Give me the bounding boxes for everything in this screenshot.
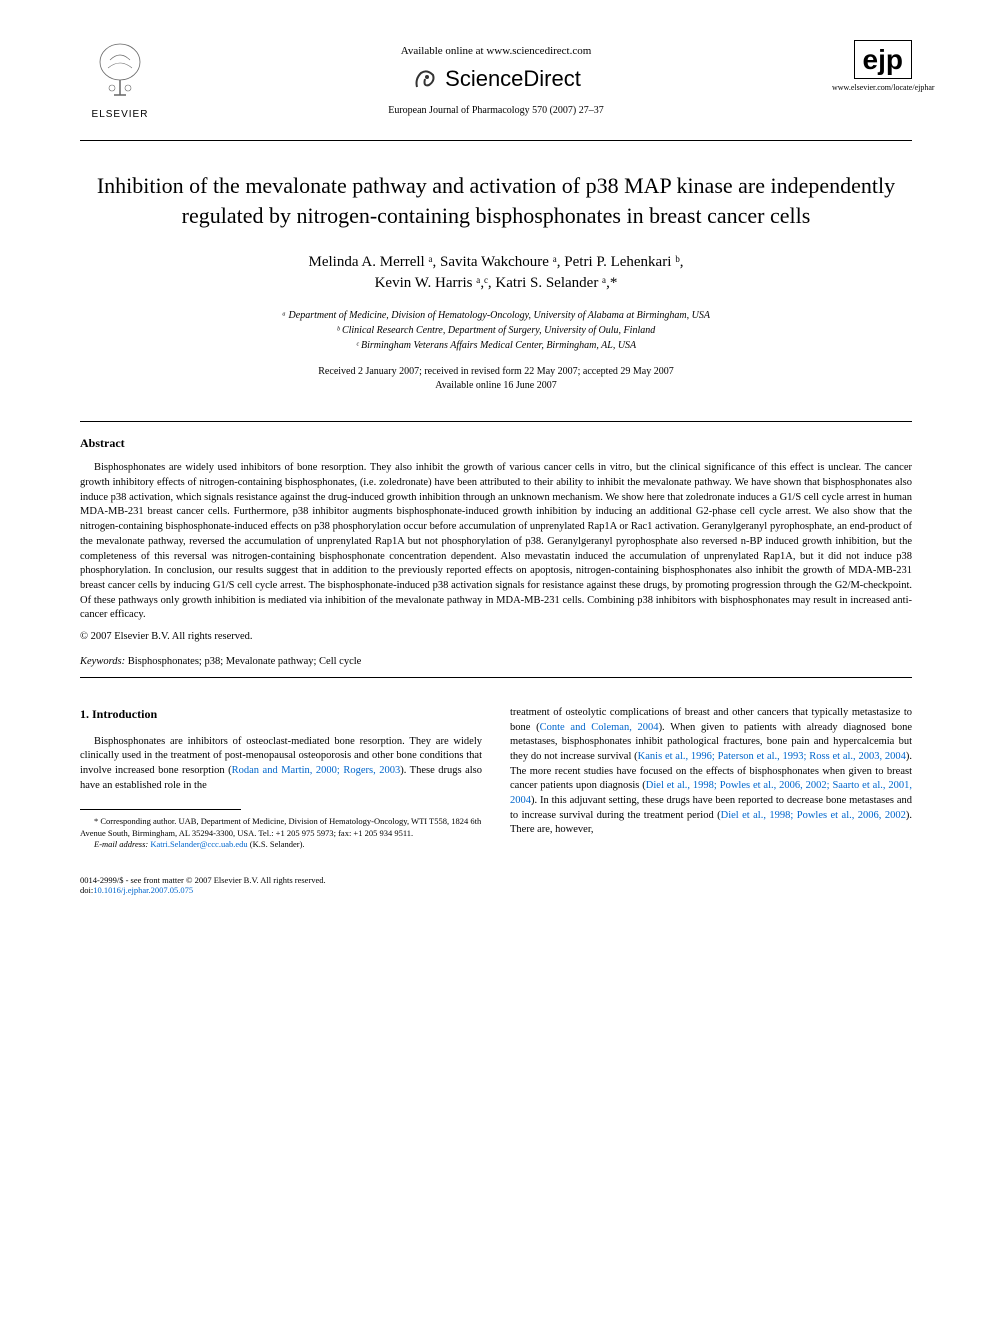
abstract-body: Bisphosphonates are widely used inhibito… [80,461,912,623]
sciencedirect-icon [411,65,439,93]
affiliation-b: ᵇ Clinical Research Centre, Department o… [80,323,912,338]
header-divider [80,140,912,141]
keywords-label: Keywords: [80,656,125,667]
copyright: © 2007 Elsevier B.V. All rights reserved… [80,631,912,642]
doi-line: doi:10.1016/j.ejphar.2007.05.075 [80,885,326,895]
elsevier-label: ELSEVIER [80,109,160,120]
journal-reference: European Journal of Pharmacology 570 (20… [160,105,832,116]
ejp-letters: ejp [863,47,903,72]
received-date: Received 2 January 2007; received in rev… [80,365,912,379]
doi-link[interactable]: 10.1016/j.ejphar.2007.05.075 [93,885,193,895]
citation-link[interactable]: Diel et al., 1998; Powles et al., 2006, … [721,810,906,821]
article-title: Inhibition of the mevalonate pathway and… [80,171,912,230]
abstract-top-divider [80,421,912,422]
ejp-url: www.elsevier.com/locate/ejphar [832,83,912,92]
affiliation-c: ᶜ Birmingham Veterans Affairs Medical Ce… [80,338,912,353]
citation-link[interactable]: Conte and Coleman, 2004 [540,722,659,733]
footer: 0014-2999/$ - see front matter © 2007 El… [80,875,912,895]
center-header: Available online at www.sciencedirect.co… [160,40,832,116]
keywords-value: Bisphosphonates; p38; Mevalonate pathway… [125,656,361,667]
ejp-logo: ejp www.elsevier.com/locate/ejphar [832,40,912,92]
citation-link[interactable]: Kanis et al., 1996; Paterson et al., 199… [638,751,906,762]
section-1-heading: 1. Introduction [80,706,482,723]
abstract-bottom-divider [80,677,912,678]
sciencedirect-logo: ScienceDirect [160,65,832,93]
footer-left: 0014-2999/$ - see front matter © 2007 El… [80,875,326,895]
email-label: E-mail address: [94,839,148,849]
email-tail: (K.S. Selander). [248,839,305,849]
footnote-divider [80,809,241,810]
dates: Received 2 January 2007; received in rev… [80,365,912,393]
right-column: treatment of osteolytic complications of… [510,706,912,851]
affiliations: ᵃ Department of Medicine, Division of He… [80,308,912,353]
corresponding-author-footnote: * Corresponding author. UAB, Department … [80,816,482,839]
authors-line-2: Kevin W. Harris ᵃ,ᶜ, Katri S. Selander ᵃ… [375,275,618,291]
left-column: 1. Introduction Bisphosphonates are inhi… [80,706,482,851]
elsevier-logo: ELSEVIER [80,40,160,120]
header-row: ELSEVIER Available online at www.science… [80,40,912,120]
citation-link[interactable]: Rodan and Martin, 2000; Rogers, 2003 [232,765,401,776]
online-date: Available online 16 June 2007 [80,379,912,393]
keywords: Keywords: Bisphosphonates; p38; Mevalona… [80,656,912,667]
abstract-heading: Abstract [80,436,912,451]
intro-paragraph-left: Bisphosphonates are inhibitors of osteoc… [80,735,482,794]
intro-paragraph-right: treatment of osteolytic complications of… [510,706,912,838]
email-footnote: E-mail address: Katri.Selander@ccc.uab.e… [80,839,482,850]
authors-line-1: Melinda A. Merrell ᵃ, Savita Wakchoure ᵃ… [308,254,683,270]
sciencedirect-text: ScienceDirect [445,66,581,92]
authors: Melinda A. Merrell ᵃ, Savita Wakchoure ᵃ… [80,252,912,294]
affiliation-a: ᵃ Department of Medicine, Division of He… [80,308,912,323]
ejp-box: ejp [854,40,912,79]
two-column-body: 1. Introduction Bisphosphonates are inhi… [80,706,912,851]
elsevier-tree-icon [90,40,150,100]
email-link[interactable]: Katri.Selander@ccc.uab.edu [150,839,247,849]
issn-line: 0014-2999/$ - see front matter © 2007 El… [80,875,326,885]
available-online-text: Available online at www.sciencedirect.co… [160,45,832,57]
